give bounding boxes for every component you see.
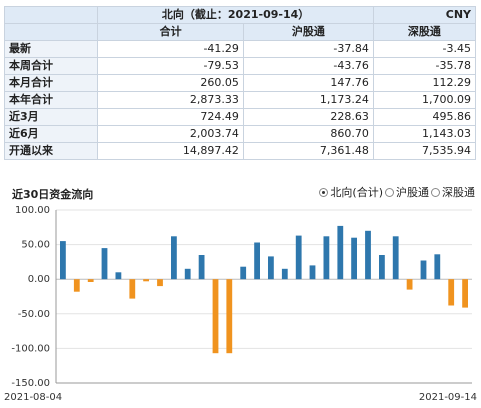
bar [129, 279, 136, 299]
bar [254, 242, 260, 280]
table-row: 本月合计 260.05 147.76 112.29 [3, 74, 477, 92]
row-label: 近3月 [3, 108, 99, 126]
cell-sh: 7,361.48 [242, 142, 374, 160]
bar [420, 260, 427, 280]
y-tick-label: 0.00 [28, 274, 50, 285]
bar [448, 279, 455, 306]
x-start-label: 2021-08-04 [4, 392, 62, 403]
bar [309, 265, 316, 280]
cell-sz: 1,700.09 [372, 91, 477, 109]
bar [295, 235, 302, 280]
radio-shanghai-connect[interactable]: 沪股通 [385, 184, 429, 200]
cell-sz: 1,143.03 [372, 125, 477, 143]
column-header-row: 合计 沪股通 深股通 [3, 23, 477, 41]
cell-sh: 147.76 [242, 74, 374, 92]
cell-sz: 112.29 [372, 74, 477, 92]
cell-sh: 228.63 [242, 108, 374, 126]
table-row: 近6月 2,003.74 860.70 1,143.03 [3, 125, 477, 143]
flow-summary-table: 北向（截止：2021-09-14） CNY 合计 沪股通 深股通 最新 -41.… [3, 6, 477, 160]
cell-total: 260.05 [97, 74, 244, 92]
bar [392, 236, 399, 280]
bar [462, 279, 468, 308]
row-label: 本周合计 [3, 57, 99, 75]
y-tick-label: 100.00 [15, 205, 50, 216]
bar [171, 236, 177, 280]
chart-gridlines [56, 209, 472, 384]
radio-label: 北向(合计) [330, 186, 383, 199]
bar [198, 255, 205, 280]
cell-sz: 7,535.94 [372, 142, 477, 160]
row-label: 近6月 [3, 125, 99, 143]
cell-total: 2,003.74 [97, 125, 244, 143]
cell-sh: 860.70 [242, 125, 374, 143]
table-title: 北向（截止：2021-09-14） [97, 6, 374, 24]
bar [184, 268, 191, 280]
row-label: 最新 [3, 40, 99, 58]
row-label: 本月合计 [3, 74, 99, 92]
y-tick-label: 50.00 [21, 240, 50, 251]
cell-sh: -43.76 [242, 57, 374, 75]
bar [323, 236, 330, 280]
column-header-sh: 沪股通 [242, 23, 374, 41]
cell-total: 724.49 [97, 108, 244, 126]
flow-bar-chart: 100.00 50.00 0.00 -50.00 -100.00 -150.00 2021… [4, 205, 477, 403]
bar [60, 241, 66, 280]
bar [73, 279, 80, 292]
bar [337, 225, 344, 280]
bar [101, 248, 108, 280]
row-label: 本年合计 [3, 91, 99, 109]
cell-total: 2,873.33 [97, 91, 244, 109]
radio-label: 沪股通 [396, 186, 429, 199]
y-axis: 100.00 50.00 0.00 -50.00 -100.00 -150.00 [11, 205, 57, 389]
table-row: 开通以来 14,897.42 7,361.48 7,535.94 [3, 142, 477, 160]
row-label: 开通以来 [3, 142, 99, 160]
cell-total: -79.53 [97, 57, 244, 75]
bar [365, 230, 371, 280]
radio-selected-icon[interactable] [319, 187, 329, 197]
x-axis: 2021-08-04 2021-09-14 [4, 382, 477, 403]
cell-total: 14,897.42 [97, 142, 244, 160]
bar [115, 272, 122, 280]
bar [406, 279, 413, 290]
currency-label: CNY [372, 6, 477, 24]
column-header-sz: 深股通 [372, 23, 477, 41]
chart-title: 近30日资金流向 [12, 188, 94, 201]
radio-shenzhen-connect[interactable]: 深股通 [431, 184, 475, 200]
bar [434, 254, 441, 280]
bar [268, 256, 274, 280]
radio-northbound-total[interactable]: 北向(合计) [319, 184, 383, 200]
table-row: 近3月 724.49 228.63 495.86 [3, 108, 477, 126]
table-row: 本周合计 -79.53 -43.76 -35.78 [3, 57, 477, 75]
bar [226, 279, 233, 354]
bar [281, 268, 288, 280]
series-selector: 北向(合计) 沪股通 深股通 [319, 184, 475, 200]
table-row: 最新 -41.29 -37.84 -3.45 [3, 40, 477, 58]
bar [143, 279, 149, 282]
bar [212, 279, 219, 354]
bar [157, 279, 163, 287]
cell-sh: -37.84 [242, 40, 374, 58]
y-tick-label: -100.00 [11, 343, 50, 354]
cell-total: -41.29 [97, 40, 244, 58]
bar [240, 266, 247, 280]
y-tick-label: -150.00 [11, 378, 50, 389]
bar [87, 279, 94, 282]
bar [379, 255, 385, 280]
column-header-total: 合计 [97, 23, 244, 41]
table-header-row: 北向（截止：2021-09-14） CNY [3, 6, 477, 24]
radio-unselected-icon[interactable] [431, 187, 440, 197]
bar-series [60, 225, 468, 354]
cell-sz: -35.78 [372, 57, 477, 75]
y-tick-label: -50.00 [18, 309, 50, 320]
cell-sh: 1,173.24 [242, 91, 374, 109]
cell-sz: 495.86 [372, 108, 477, 126]
radio-label: 深股通 [442, 186, 475, 199]
x-end-label: 2021-09-14 [419, 392, 477, 403]
cell-sz: -3.45 [372, 40, 477, 58]
radio-unselected-icon[interactable] [385, 187, 394, 197]
bar [351, 237, 357, 280]
table-row: 本年合计 2,873.33 1,173.24 1,700.09 [3, 91, 477, 109]
